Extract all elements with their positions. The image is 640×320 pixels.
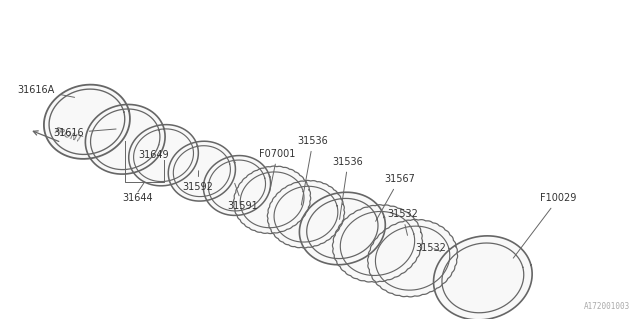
Text: 31536: 31536 [298, 136, 328, 205]
Text: 31592: 31592 [182, 171, 214, 192]
Text: 31616A: 31616A [18, 85, 75, 97]
Polygon shape [204, 156, 271, 215]
Polygon shape [332, 205, 422, 282]
Text: 31649: 31649 [138, 145, 168, 160]
Text: 31644: 31644 [123, 193, 154, 203]
Text: A172001003: A172001003 [584, 302, 630, 311]
Polygon shape [129, 124, 198, 186]
Polygon shape [168, 141, 236, 201]
Text: 31591: 31591 [227, 183, 258, 211]
Polygon shape [44, 85, 130, 159]
Text: F10029: F10029 [513, 193, 577, 258]
Text: 31567: 31567 [376, 174, 415, 221]
Polygon shape [367, 220, 458, 297]
Polygon shape [234, 166, 311, 234]
Polygon shape [85, 104, 165, 174]
Polygon shape [300, 192, 385, 265]
Text: F07001: F07001 [259, 148, 296, 192]
Text: 31532: 31532 [387, 209, 418, 235]
Polygon shape [268, 180, 344, 248]
Text: 31532: 31532 [416, 243, 447, 252]
Text: FRONT: FRONT [53, 127, 83, 145]
Text: 31616: 31616 [53, 128, 116, 138]
Polygon shape [433, 236, 532, 320]
Text: 31536: 31536 [333, 156, 364, 220]
